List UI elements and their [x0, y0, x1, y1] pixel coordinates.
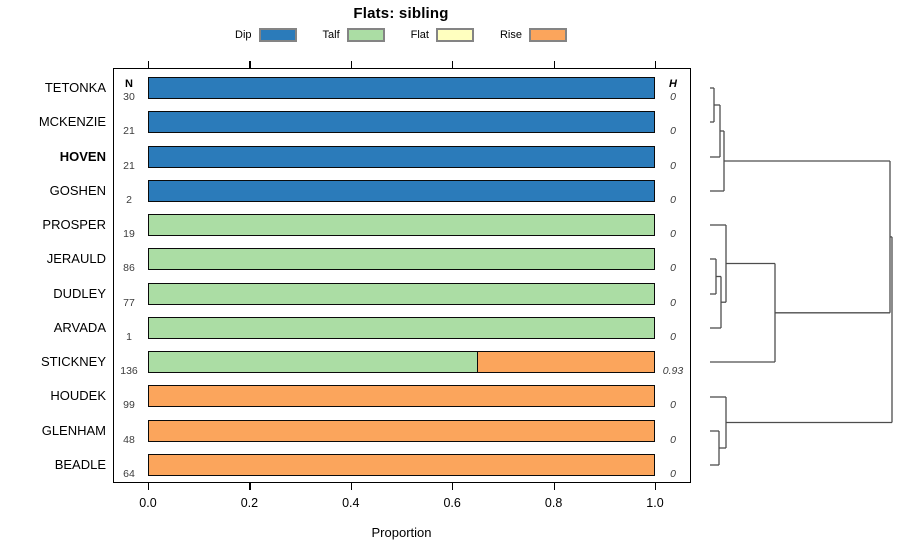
n-value: 48 [123, 434, 135, 446]
legend-label: Flat [410, 29, 429, 41]
x-axis-title: Proportion [371, 525, 432, 540]
category-label-stickney: STICKNEY [40, 354, 106, 369]
n-value: 136 [120, 365, 138, 377]
bar-segment-talf [149, 215, 654, 235]
legend: Dip Talf Flat Rise [0, 26, 802, 44]
legend-item-flat: Flat [411, 28, 474, 42]
legend-swatch-rise [529, 28, 567, 42]
h-value: 0 [670, 399, 676, 411]
x-axis-tick-bottom [655, 483, 657, 490]
bar-segment-dip [149, 181, 654, 201]
category-label-jerauld: JERAULD [46, 251, 106, 266]
h-column-header: H [669, 78, 677, 90]
bar-segment-rise [477, 352, 654, 372]
x-axis-tick-bottom [350, 483, 352, 490]
category-label-arvada: ARVADA [53, 320, 106, 335]
h-value: 0 [670, 468, 676, 480]
bar-arvada [148, 317, 655, 339]
n-value: 30 [123, 91, 135, 103]
x-axis-tick-bottom [452, 483, 454, 490]
bar-stickney [148, 351, 655, 373]
x-axis-tick-label: 0.4 [342, 496, 360, 510]
bar-tetonka [148, 77, 655, 99]
x-axis-tick-label: 0.2 [240, 496, 259, 510]
x-axis-tick-bottom [148, 483, 150, 490]
h-value: 0 [670, 160, 676, 172]
bar-segment-rise [149, 455, 654, 475]
h-value: 0.93 [662, 365, 684, 377]
category-label-beadle: BEADLE [54, 457, 106, 472]
category-label-glenham: GLENHAM [41, 423, 106, 438]
x-axis-tick-label: 1.0 [646, 496, 664, 510]
category-label-tetonka: TETONKA [44, 80, 106, 95]
bar-dudley [148, 283, 655, 305]
bar-segment-dip [149, 147, 654, 167]
h-value: 0 [670, 331, 676, 343]
legend-label: Talf [322, 29, 340, 41]
x-axis-tick-bottom [249, 483, 251, 490]
h-value: 0 [670, 434, 676, 446]
x-axis-tick-top [553, 61, 555, 68]
n-column-header: N [125, 78, 133, 90]
n-value: 64 [123, 468, 135, 480]
plot-area [113, 68, 691, 483]
n-value: 2 [126, 194, 132, 206]
bar-segment-talf [149, 352, 478, 372]
legend-swatch-dip [258, 28, 297, 42]
x-axis-tick-label: 0.6 [443, 496, 461, 510]
h-value: 0 [670, 228, 676, 240]
n-value: 19 [123, 228, 135, 240]
h-value: 0 [670, 194, 676, 206]
category-label-houdek: HOUDEK [50, 388, 106, 403]
x-axis-tick-top [350, 61, 352, 68]
bar-segment-talf [149, 249, 654, 269]
n-value: 99 [123, 399, 135, 411]
h-value: 0 [670, 91, 676, 103]
category-label-mckenzie: MCKENZIE [38, 114, 106, 129]
bar-hoven [148, 146, 655, 168]
bar-goshen [148, 180, 655, 202]
bar-houdek [148, 385, 655, 407]
legend-swatch-flat [435, 28, 474, 42]
x-axis-tick-top [148, 61, 150, 68]
bar-segment-dip [149, 78, 654, 98]
x-axis-tick-label: 0.8 [544, 496, 563, 510]
legend-label: Dip [235, 29, 252, 41]
legend-item-rise: Rise [500, 28, 567, 42]
x-axis-tick-bottom [553, 483, 555, 490]
n-value: 21 [123, 160, 135, 172]
category-label-goshen: GOSHEN [49, 183, 106, 198]
legend-item-talf: Talf [323, 28, 385, 42]
bar-glenham [148, 420, 655, 442]
category-label-prosper: PROSPER [42, 217, 106, 232]
x-axis-tick-top [655, 61, 657, 68]
legend-label: Rise [499, 29, 522, 41]
category-label-dudley: DUDLEY [53, 286, 106, 301]
h-value: 0 [670, 297, 676, 309]
bar-prosper [148, 214, 655, 236]
bar-jerauld [148, 248, 655, 270]
legend-swatch-talf [346, 28, 385, 42]
h-value: 0 [670, 125, 676, 137]
bar-beadle [148, 454, 655, 476]
n-value: 21 [123, 125, 135, 137]
n-value: 1 [126, 331, 132, 343]
bar-segment-dip [149, 112, 654, 132]
n-value: 77 [123, 297, 135, 309]
legend-item-dip: Dip [235, 28, 297, 42]
x-axis-tick-top [452, 61, 454, 68]
bar-mckenzie [148, 111, 655, 133]
bar-segment-rise [149, 421, 654, 441]
bar-segment-talf [149, 318, 654, 338]
x-axis-tick-top [249, 61, 251, 68]
n-value: 86 [123, 262, 135, 274]
chart-title: Flats: sibling [353, 5, 449, 22]
bar-segment-rise [149, 386, 654, 406]
category-label-hoven: HOVEN [59, 149, 106, 164]
h-value: 0 [670, 262, 676, 274]
bar-segment-talf [149, 284, 654, 304]
x-axis-tick-label: 0.0 [139, 496, 157, 510]
